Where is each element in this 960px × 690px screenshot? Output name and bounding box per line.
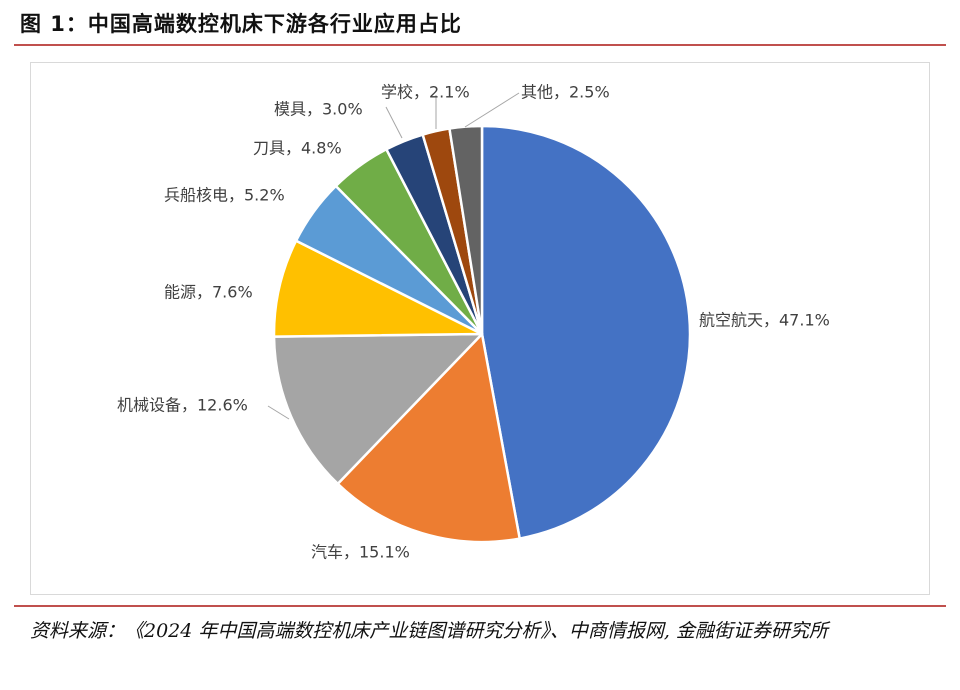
slice-label-1: 航空航天，47.1% bbox=[699, 311, 830, 330]
leader-line-3 bbox=[267, 405, 290, 420]
leader-line-9 bbox=[464, 92, 520, 128]
pie-chart: 航空航天，47.1% 汽车，15.1% 机械设备，12.6% 能源，7.6% 兵船核电，… bbox=[117, 83, 830, 562]
slice-label-6: 刀具，4.8% bbox=[253, 139, 342, 158]
slice-label-5: 兵船核电，5.2% bbox=[164, 186, 285, 205]
slice-label-4: 能源，7.6% bbox=[164, 283, 253, 302]
slice-label-9: 其他，2.5% bbox=[521, 83, 610, 102]
slice-label-2: 汽车，15.1% bbox=[311, 543, 410, 562]
pie-slice-4 bbox=[272, 239, 484, 338]
pie-slice-2 bbox=[336, 332, 521, 544]
pie-slice-3 bbox=[272, 332, 484, 486]
source-note: 资料来源：《2024 年中国高端数控机床产业链图谱研究分析》、中商情报网, 金融… bbox=[30, 620, 828, 642]
slice-label-8: 学校，2.1% bbox=[381, 83, 470, 102]
slice-label-3: 机械设备，12.6% bbox=[117, 396, 248, 415]
figure-title: 图 1：中国高端数控机床下游各行业应用占比 bbox=[20, 12, 462, 36]
slice-label-7: 模具，3.0% bbox=[274, 100, 363, 119]
source-divider bbox=[14, 605, 946, 607]
title-divider bbox=[14, 44, 946, 46]
chart-frame: 航空航天，47.1% 汽车，15.1% 机械设备，12.6% 能源，7.6% 兵船核电，… bbox=[30, 62, 930, 595]
leader-line-7 bbox=[385, 106, 403, 139]
pie-slice-1 bbox=[480, 124, 692, 540]
